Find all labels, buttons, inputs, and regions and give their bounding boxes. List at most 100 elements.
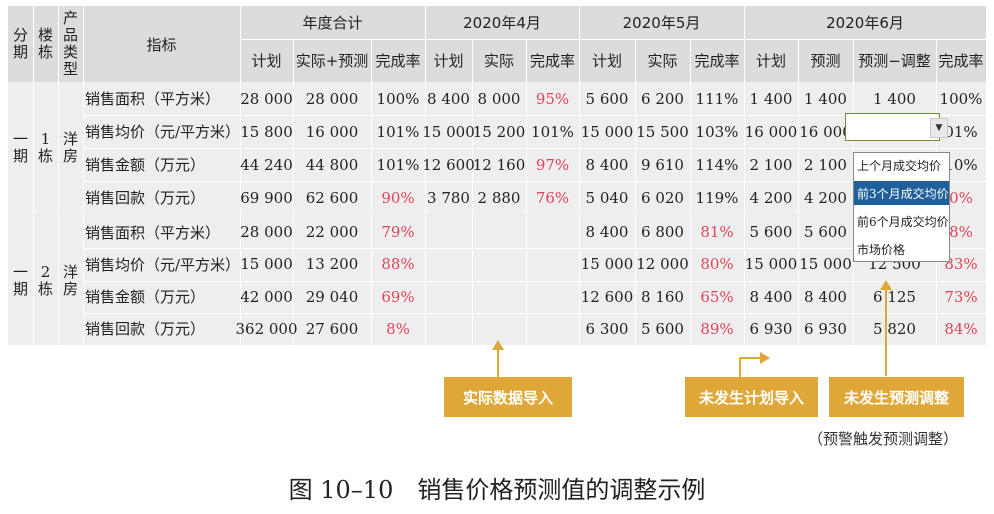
grid-vline xyxy=(472,39,473,82)
vertical-char: 楼 xyxy=(37,26,53,44)
grid-hline xyxy=(83,312,986,314)
value-cell: 4 200 xyxy=(804,188,847,207)
value-cell: 5 600 xyxy=(641,319,684,338)
value-cell: 8 160 xyxy=(641,287,684,306)
value-cell: 15 000 xyxy=(799,255,852,274)
rate-cell: 89% xyxy=(700,319,734,338)
value-cell: 6 125 xyxy=(873,287,916,306)
rate-cell: 76% xyxy=(535,188,570,207)
vertical-char: 洋 xyxy=(62,262,78,281)
grid-vline xyxy=(240,6,241,82)
rate-cell: 111% xyxy=(695,89,739,108)
callout-actual-import: 实际数据导入 xyxy=(444,377,572,417)
sales-table: 分期楼栋产品类型指标 年度合计 2020年4月 2020年5月 2020年6月 计划 实际+… xyxy=(8,6,986,345)
rate-cell: 97% xyxy=(535,155,570,174)
grid-vline xyxy=(371,39,372,82)
product-cell: 洋房 xyxy=(58,216,83,345)
grid-vline xyxy=(58,82,59,214)
callout-plan-import: 未发生计划导入 xyxy=(685,377,818,417)
dropdown-option[interactable]: 前6个月成交均价 xyxy=(857,214,949,229)
grid-vline xyxy=(33,216,34,345)
value-cell: 15 000 xyxy=(422,122,475,141)
value-cell: 8 400 xyxy=(804,287,847,306)
dropdown-option[interactable]: 上个月成交均价 xyxy=(857,158,942,173)
grid-vline xyxy=(936,39,937,82)
table-header-band xyxy=(8,6,986,82)
vertical-char: 期 xyxy=(12,43,28,61)
indicator-name: 销售金额（万元） xyxy=(85,156,206,174)
value-cell: 8 000 xyxy=(477,89,521,108)
rate-cell: 103% xyxy=(695,122,739,141)
rate-cell: 0% xyxy=(949,188,973,207)
subheader-actual: 实际 xyxy=(483,52,514,70)
subheader-plan: 计划 xyxy=(251,52,282,70)
grid-hline xyxy=(83,280,986,282)
value-cell: 42 000 xyxy=(240,287,293,306)
rate-cell: 100% xyxy=(376,89,420,108)
grid-vline xyxy=(526,39,527,82)
rate-cell: 65% xyxy=(700,287,734,306)
header-may: 2020年5月 xyxy=(622,14,701,32)
dropdown-option[interactable]: 市场价格 xyxy=(857,242,906,257)
value-cell: 28 000 xyxy=(240,89,293,108)
value-cell: 2 100 xyxy=(749,155,793,174)
grid-vline xyxy=(58,6,59,82)
value-cell: 15 500 xyxy=(636,122,689,141)
value-cell: 15 200 xyxy=(472,122,526,141)
value-cell: 16 000 xyxy=(305,122,359,141)
subheader-forecast: 预测 xyxy=(810,52,841,70)
rate-cell: 114% xyxy=(695,155,739,174)
rate-cell: 101% xyxy=(376,155,420,174)
vertical-char: 2 xyxy=(40,262,51,281)
value-cell: 5 600 xyxy=(749,223,793,242)
vertical-char: 分 xyxy=(12,26,28,44)
rate-cell: 73% xyxy=(944,287,978,306)
grid-vline xyxy=(83,6,84,82)
vertical-char: 栋 xyxy=(37,279,53,298)
value-cell: 2 880 xyxy=(477,188,521,207)
grid-vline xyxy=(798,39,799,82)
vertical-char: 一 xyxy=(12,262,28,281)
value-cell: 12 600 xyxy=(422,155,475,174)
grid-vline xyxy=(293,39,294,82)
grid-vline xyxy=(744,6,745,82)
value-cell: 15 000 xyxy=(744,255,798,274)
header-apr: 2020年4月 xyxy=(463,14,541,32)
value-cell: 15 000 xyxy=(240,255,293,274)
grid-hline xyxy=(83,181,986,182)
value-cell: 62 600 xyxy=(305,188,359,207)
value-cell: 13 200 xyxy=(305,255,359,274)
subheader-plan: 计划 xyxy=(591,52,622,70)
product-cell: 洋房 xyxy=(58,82,83,214)
value-cell: 5 600 xyxy=(585,89,629,108)
grid-vline xyxy=(853,39,854,82)
combobox-dropdown-arrow-icon[interactable]: ▼ xyxy=(930,118,948,138)
grid-vline xyxy=(33,82,34,214)
arrow-head-plan xyxy=(760,352,770,364)
grid-hline xyxy=(83,115,986,116)
grid-hline xyxy=(240,39,986,40)
rate-cell: 88% xyxy=(381,255,415,274)
arrow-head-actual xyxy=(492,340,504,350)
indicator-name: 销售均价（元/平方米） xyxy=(85,123,241,141)
adjust-price-combobox[interactable] xyxy=(845,113,940,141)
subheader-rate: 完成率 xyxy=(375,52,421,70)
value-cell: 12 160 xyxy=(472,155,526,174)
subheader-plan: 计划 xyxy=(433,52,464,70)
price-method-dropdown[interactable]: 上个月成交均价 前3个月成交均价 前6个月成交均价 市场价格 xyxy=(853,152,950,262)
rate-cell: 8% xyxy=(949,223,973,242)
dropdown-option-selected[interactable]: 前3个月成交均价 xyxy=(854,181,949,205)
rate-cell: 8% xyxy=(386,319,410,338)
rate-cell: 01% xyxy=(944,122,978,141)
indicator-name: 销售面积（平方米） xyxy=(85,90,221,108)
rate-cell: 119% xyxy=(695,188,739,207)
callout-forecast-adjust: 未发生预测调整 xyxy=(829,377,964,417)
rate-cell: 101% xyxy=(531,122,574,141)
value-cell: 15 000 xyxy=(580,122,634,141)
value-cell: 6 930 xyxy=(749,319,793,338)
vertical-char: 一 xyxy=(12,130,28,148)
header-product-type: 产品类型 xyxy=(58,6,83,82)
value-cell: 6 020 xyxy=(641,188,684,207)
vertical-char: 类 xyxy=(62,43,78,61)
